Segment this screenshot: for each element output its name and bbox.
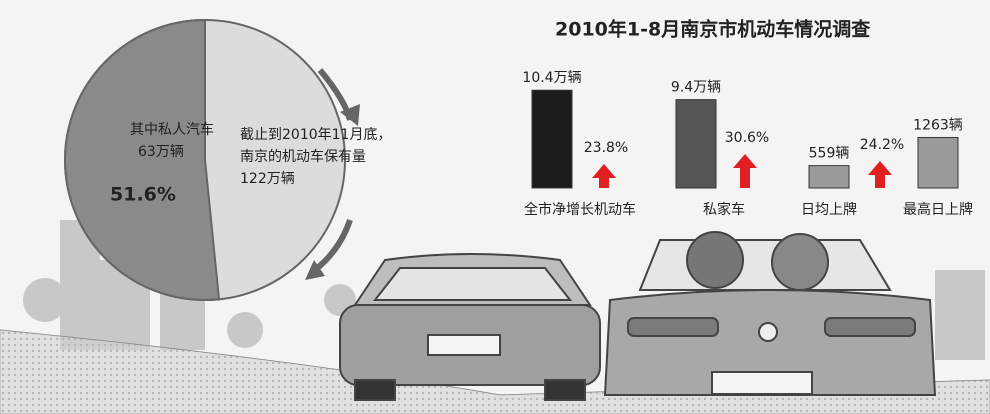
pie-percent: 51.6% [110,184,176,206]
growth-label: 30.6% [725,130,769,146]
bar-value-label: 559辆 [809,146,850,162]
category-label: 私家车 [703,201,745,218]
note-line: 截止到2010年11月底， [240,127,391,143]
category-label: 最高日上牌 [903,201,973,218]
pie-label: 其中私人汽车 [130,121,214,138]
growth-label: 23.8% [584,140,628,156]
bar [809,166,849,188]
infographic: 其中私人汽车 63万辆 51.6% 截止到2010年11月底， 南京的机动车保有… [0,0,990,414]
car-left [340,254,600,400]
note-line: 南京的机动车保有量 [240,148,366,165]
bar-value-label: 9.4万辆 [671,80,721,96]
category-label: 全市净增长机动车 [524,201,636,218]
note-line: 122万辆 [240,171,295,187]
chart-title: 2010年1-8月南京市机动车情况调查 [555,18,871,41]
bar-value-label: 10.4万辆 [522,70,581,86]
pie-count: 63万辆 [138,144,184,160]
bar [918,137,958,188]
bar [676,100,716,188]
bar-value-label: 1263辆 [913,117,963,133]
bar [532,90,572,188]
category-label: 日均上牌 [801,201,857,218]
growth-label: 24.2% [860,137,904,153]
